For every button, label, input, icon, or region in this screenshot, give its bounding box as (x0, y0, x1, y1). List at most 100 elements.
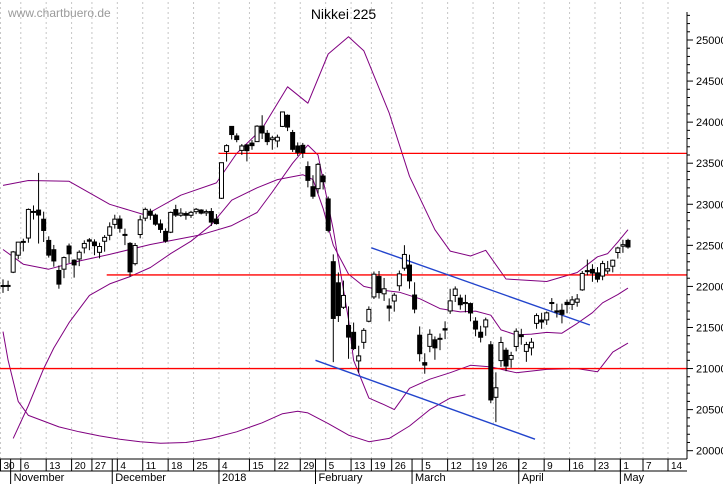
y-axis-label: 23000 (696, 199, 723, 211)
candle-body (300, 144, 306, 154)
candle-body (224, 145, 230, 152)
candle-body (310, 186, 316, 197)
candle-body (91, 241, 97, 247)
y-axis-label: 24500 (696, 76, 723, 88)
candle-body (122, 233, 128, 236)
week-label: 29 (303, 461, 315, 472)
candle-body (401, 253, 407, 269)
candle-body (478, 331, 484, 338)
week-label: 23 (598, 461, 610, 472)
y-axis-label: 22000 (696, 281, 723, 293)
candle-body (376, 276, 382, 294)
candle-body (229, 125, 235, 136)
candle-body (610, 259, 616, 267)
candle-body (20, 240, 26, 243)
week-label: 20 (75, 461, 87, 472)
candle-body (549, 302, 555, 305)
month-label: November (14, 472, 65, 484)
candle-body (417, 334, 423, 355)
candle-body (30, 210, 36, 213)
candle-body (178, 212, 184, 216)
candle-body (127, 242, 133, 273)
candle-body (554, 310, 560, 313)
candle-body (432, 339, 438, 349)
candle-body (213, 218, 219, 225)
candle-body (254, 125, 260, 143)
candle-body (76, 251, 82, 260)
candle-body (249, 142, 255, 147)
candle-body (488, 344, 494, 401)
band-line-mid_lower (2, 144, 629, 411)
candle-body (56, 269, 62, 285)
week-label: 11 (146, 461, 157, 472)
week-label: 15 (252, 461, 264, 472)
week-label: 19 (476, 461, 488, 472)
month-label: March (415, 472, 446, 484)
candle-body (559, 309, 565, 315)
week-label: 16 (573, 461, 585, 472)
candle-body (66, 245, 72, 255)
candle-body (158, 223, 164, 230)
y-axis-label: 22500 (696, 240, 723, 252)
candle-body (320, 175, 326, 183)
y-axis-label: 24000 (696, 117, 723, 129)
candle-body (442, 328, 448, 331)
page-title: Nikkei 225 (310, 6, 377, 22)
candle-body (107, 226, 113, 236)
candle-body (508, 354, 514, 360)
candle-body (447, 300, 453, 312)
candle-body (391, 294, 397, 302)
candle-body (452, 288, 458, 296)
candle-body (579, 272, 585, 291)
candle-body (46, 239, 52, 256)
candle-body (188, 211, 194, 216)
watermark-link[interactable]: www.chartbuero.de (8, 6, 111, 20)
candle-body (163, 230, 169, 242)
candle-body (41, 218, 47, 231)
candle-body (600, 263, 606, 277)
week-label: 4 (222, 461, 228, 472)
candle-body (0, 285, 6, 288)
candle-body (539, 319, 545, 323)
candle-body (427, 333, 433, 347)
week-label: 12 (451, 461, 463, 472)
week-label: 26 (496, 461, 508, 472)
candle-body (305, 166, 311, 181)
candle-body (605, 268, 611, 272)
candle-body (498, 342, 504, 362)
candle-body (147, 210, 153, 216)
candle-body (574, 298, 580, 303)
candle-body (457, 297, 463, 306)
week-label: 6 (24, 461, 30, 472)
candle-body (518, 334, 524, 338)
candle-body (5, 284, 11, 287)
candle-body (534, 315, 540, 324)
candle-body (371, 273, 377, 298)
candle-body (396, 273, 402, 287)
band-line-mid_upper (12, 174, 629, 439)
candle-body (589, 268, 595, 274)
candle-body (325, 198, 331, 231)
candle-body (234, 135, 240, 141)
candle-body (351, 331, 357, 350)
candle-body (137, 219, 143, 236)
candle-body (203, 211, 209, 214)
candle-body (259, 125, 265, 134)
candle-body (381, 288, 387, 295)
candle-body (528, 341, 534, 349)
week-label: 5 (425, 461, 431, 472)
month-label: April (522, 472, 544, 484)
candle-body (25, 208, 31, 239)
week-label: 27 (95, 461, 107, 472)
candle-body (483, 319, 489, 328)
week-label: 30 (3, 461, 15, 472)
week-label: 4 (120, 461, 126, 472)
y-axis-label: 21000 (696, 364, 723, 376)
candle-body (340, 294, 346, 308)
candle-body (142, 208, 148, 219)
candle-body (61, 257, 67, 270)
candle-body (290, 131, 296, 150)
candle-body (117, 218, 123, 229)
candle-body (564, 301, 570, 306)
